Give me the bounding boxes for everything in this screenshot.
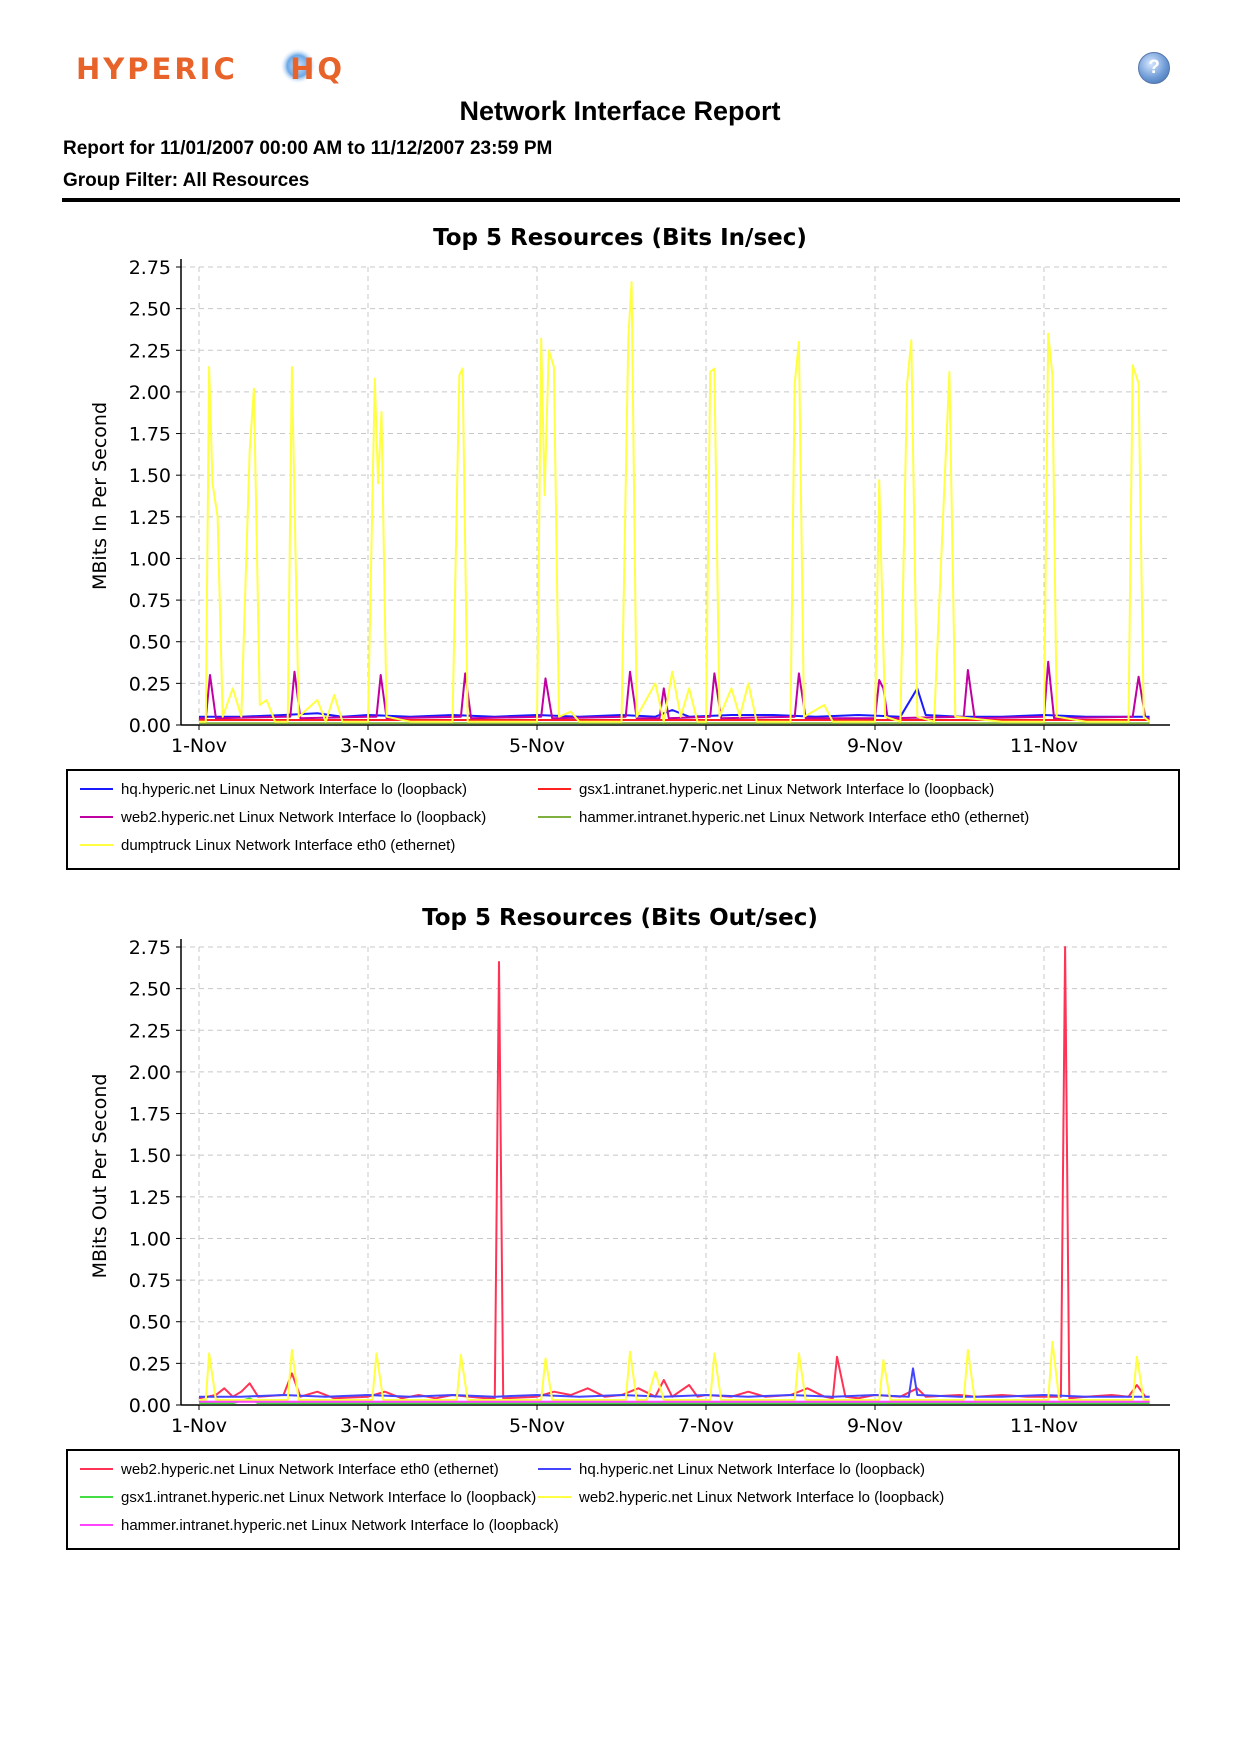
series-line bbox=[199, 1367, 1150, 1398]
report-title: Network Interface Report bbox=[459, 96, 781, 126]
legend-swatch bbox=[538, 788, 571, 791]
legend-item: hq.hyperic.net Linux Network Interface l… bbox=[538, 1460, 925, 1480]
x-tick-label: 9-Nov bbox=[847, 1415, 903, 1437]
legend-swatch bbox=[80, 788, 113, 791]
y-tick-label: 0.25 bbox=[129, 1353, 171, 1375]
y-tick-label: 2.75 bbox=[129, 937, 171, 959]
x-tick-label: 3-Nov bbox=[340, 1415, 396, 1437]
bits-out-chart: Top 5 Resources (Bits Out/sec) 0.00 0.25 0.… bbox=[89, 905, 1170, 1437]
legend-item: web2.hyperic.net Linux Network Interface… bbox=[80, 808, 486, 828]
y-tick-label: 1.50 bbox=[129, 1145, 171, 1167]
legend-swatch bbox=[80, 1524, 113, 1527]
legend-swatch bbox=[538, 1468, 571, 1471]
y-tick-label: 0.75 bbox=[129, 1270, 171, 1292]
legend-swatch bbox=[80, 1496, 113, 1499]
legend-item: gsx1.intranet.hyperic.net Linux Network … bbox=[80, 1488, 536, 1508]
x-tick-label: 7-Nov bbox=[678, 735, 734, 757]
y-tick-label: 2.00 bbox=[129, 382, 171, 404]
x-tick-label: 5-Nov bbox=[509, 735, 565, 757]
y-tick-label: 0.50 bbox=[129, 1312, 171, 1334]
y-tick-label: 0.50 bbox=[129, 632, 171, 654]
legend-swatch bbox=[80, 1468, 113, 1471]
y-tick-label: 0.00 bbox=[129, 715, 171, 737]
bits-out-legend: web2.hyperic.net Linux Network Interface… bbox=[66, 1449, 1180, 1550]
y-tick-label: 2.50 bbox=[129, 299, 171, 321]
x-tick-label: 1-Nov bbox=[171, 1415, 227, 1437]
legend-label: web2.hyperic.net Linux Network Interface… bbox=[121, 1461, 499, 1478]
series-line bbox=[199, 1340, 1150, 1401]
y-tick-label: 2.50 bbox=[129, 979, 171, 1001]
y-tick-label: 1.25 bbox=[129, 1187, 171, 1209]
y-tick-label: 1.00 bbox=[129, 548, 171, 570]
series-line bbox=[199, 687, 1150, 718]
bits-in-chart: Top 5 Resources (Bits In/sec) 0.00 0.25 0.5… bbox=[89, 225, 1170, 757]
group-filter: Group Filter: All Resources bbox=[63, 170, 310, 191]
logo-mark-icon bbox=[280, 48, 316, 84]
logo-text: HYPERIC HQ bbox=[76, 52, 346, 86]
x-tick-label: 3-Nov bbox=[340, 735, 396, 757]
legend-item: gsx1.intranet.hyperic.net Linux Network … bbox=[538, 780, 994, 800]
legend-item: hq.hyperic.net Linux Network Interface l… bbox=[80, 780, 467, 800]
legend-label: hammer.intranet.hyperic.net Linux Networ… bbox=[579, 809, 1030, 826]
legend-label: dumptruck Linux Network Interface eth0 (… bbox=[121, 837, 456, 854]
y-tick-label: 2.25 bbox=[129, 340, 171, 362]
legend-swatch bbox=[80, 844, 113, 847]
legend-label: gsx1.intranet.hyperic.net Linux Network … bbox=[121, 1489, 537, 1506]
y-tick-label: 0.25 bbox=[129, 673, 171, 695]
series-line bbox=[199, 660, 1150, 720]
report-date-range: Report for 11/01/2007 00:00 AM to 11/12/… bbox=[63, 138, 553, 159]
bits-in-legend: hq.hyperic.net Linux Network Interface l… bbox=[66, 769, 1180, 870]
hyperic-hq-logo: HYPERIC HQ bbox=[76, 46, 376, 96]
legend-item: hammer.intranet.hyperic.net Linux Networ… bbox=[538, 808, 1029, 828]
legend-label: hq.hyperic.net Linux Network Interface l… bbox=[121, 781, 468, 798]
legend-label: hammer.intranet.hyperic.net Linux Networ… bbox=[121, 1517, 559, 1534]
chart-grid bbox=[181, 946, 1170, 1406]
legend-swatch bbox=[80, 816, 113, 819]
y-tick-label: 2.00 bbox=[129, 1062, 171, 1084]
x-tick-label: 7-Nov bbox=[678, 1415, 734, 1437]
help-icon[interactable]: ? bbox=[1138, 52, 1170, 84]
y-tick-label: 0.00 bbox=[129, 1395, 171, 1417]
x-tick-label: 11-Nov bbox=[1010, 1415, 1078, 1437]
legend-item: dumptruck Linux Network Interface eth0 (… bbox=[80, 836, 455, 856]
legend-item: web2.hyperic.net Linux Network Interface… bbox=[80, 1460, 499, 1480]
legend-swatch bbox=[538, 1496, 571, 1499]
series-line bbox=[198, 946, 1150, 1400]
legend-label: gsx1.intranet.hyperic.net Linux Network … bbox=[579, 781, 995, 798]
legend-label: web2.hyperic.net Linux Network Interface… bbox=[579, 1489, 945, 1506]
y-tick-label: 0.75 bbox=[129, 590, 171, 612]
chart-title: Top 5 Resources (Bits In/sec) bbox=[433, 225, 807, 251]
header-divider bbox=[62, 198, 1180, 202]
legend-label: web2.hyperic.net Linux Network Interface… bbox=[121, 809, 487, 826]
y-tick-label: 1.50 bbox=[129, 465, 171, 487]
x-tick-label: 1-Nov bbox=[171, 735, 227, 757]
chart-grid bbox=[181, 266, 1170, 726]
legend-item: web2.hyperic.net Linux Network Interface… bbox=[538, 1488, 944, 1508]
x-tick-label: 9-Nov bbox=[847, 735, 903, 757]
y-axis-label: MBits In Per Second bbox=[89, 402, 111, 590]
y-tick-label: 1.25 bbox=[129, 507, 171, 529]
y-tick-label: 1.75 bbox=[129, 1104, 171, 1126]
series-line bbox=[199, 281, 1151, 723]
legend-item: hammer.intranet.hyperic.net Linux Networ… bbox=[80, 1516, 559, 1536]
x-tick-label: 11-Nov bbox=[1010, 735, 1078, 757]
y-axis-label: MBits Out Per Second bbox=[89, 1074, 111, 1279]
chart-title: Top 5 Resources (Bits Out/sec) bbox=[422, 905, 818, 931]
x-tick-label: 5-Nov bbox=[509, 1415, 565, 1437]
y-tick-label: 1.75 bbox=[129, 424, 171, 446]
legend-label: hq.hyperic.net Linux Network Interface l… bbox=[579, 1461, 926, 1478]
legend-swatch bbox=[538, 816, 571, 819]
y-tick-label: 2.75 bbox=[129, 257, 171, 279]
y-tick-label: 1.00 bbox=[129, 1228, 171, 1250]
y-tick-label: 2.25 bbox=[129, 1020, 171, 1042]
